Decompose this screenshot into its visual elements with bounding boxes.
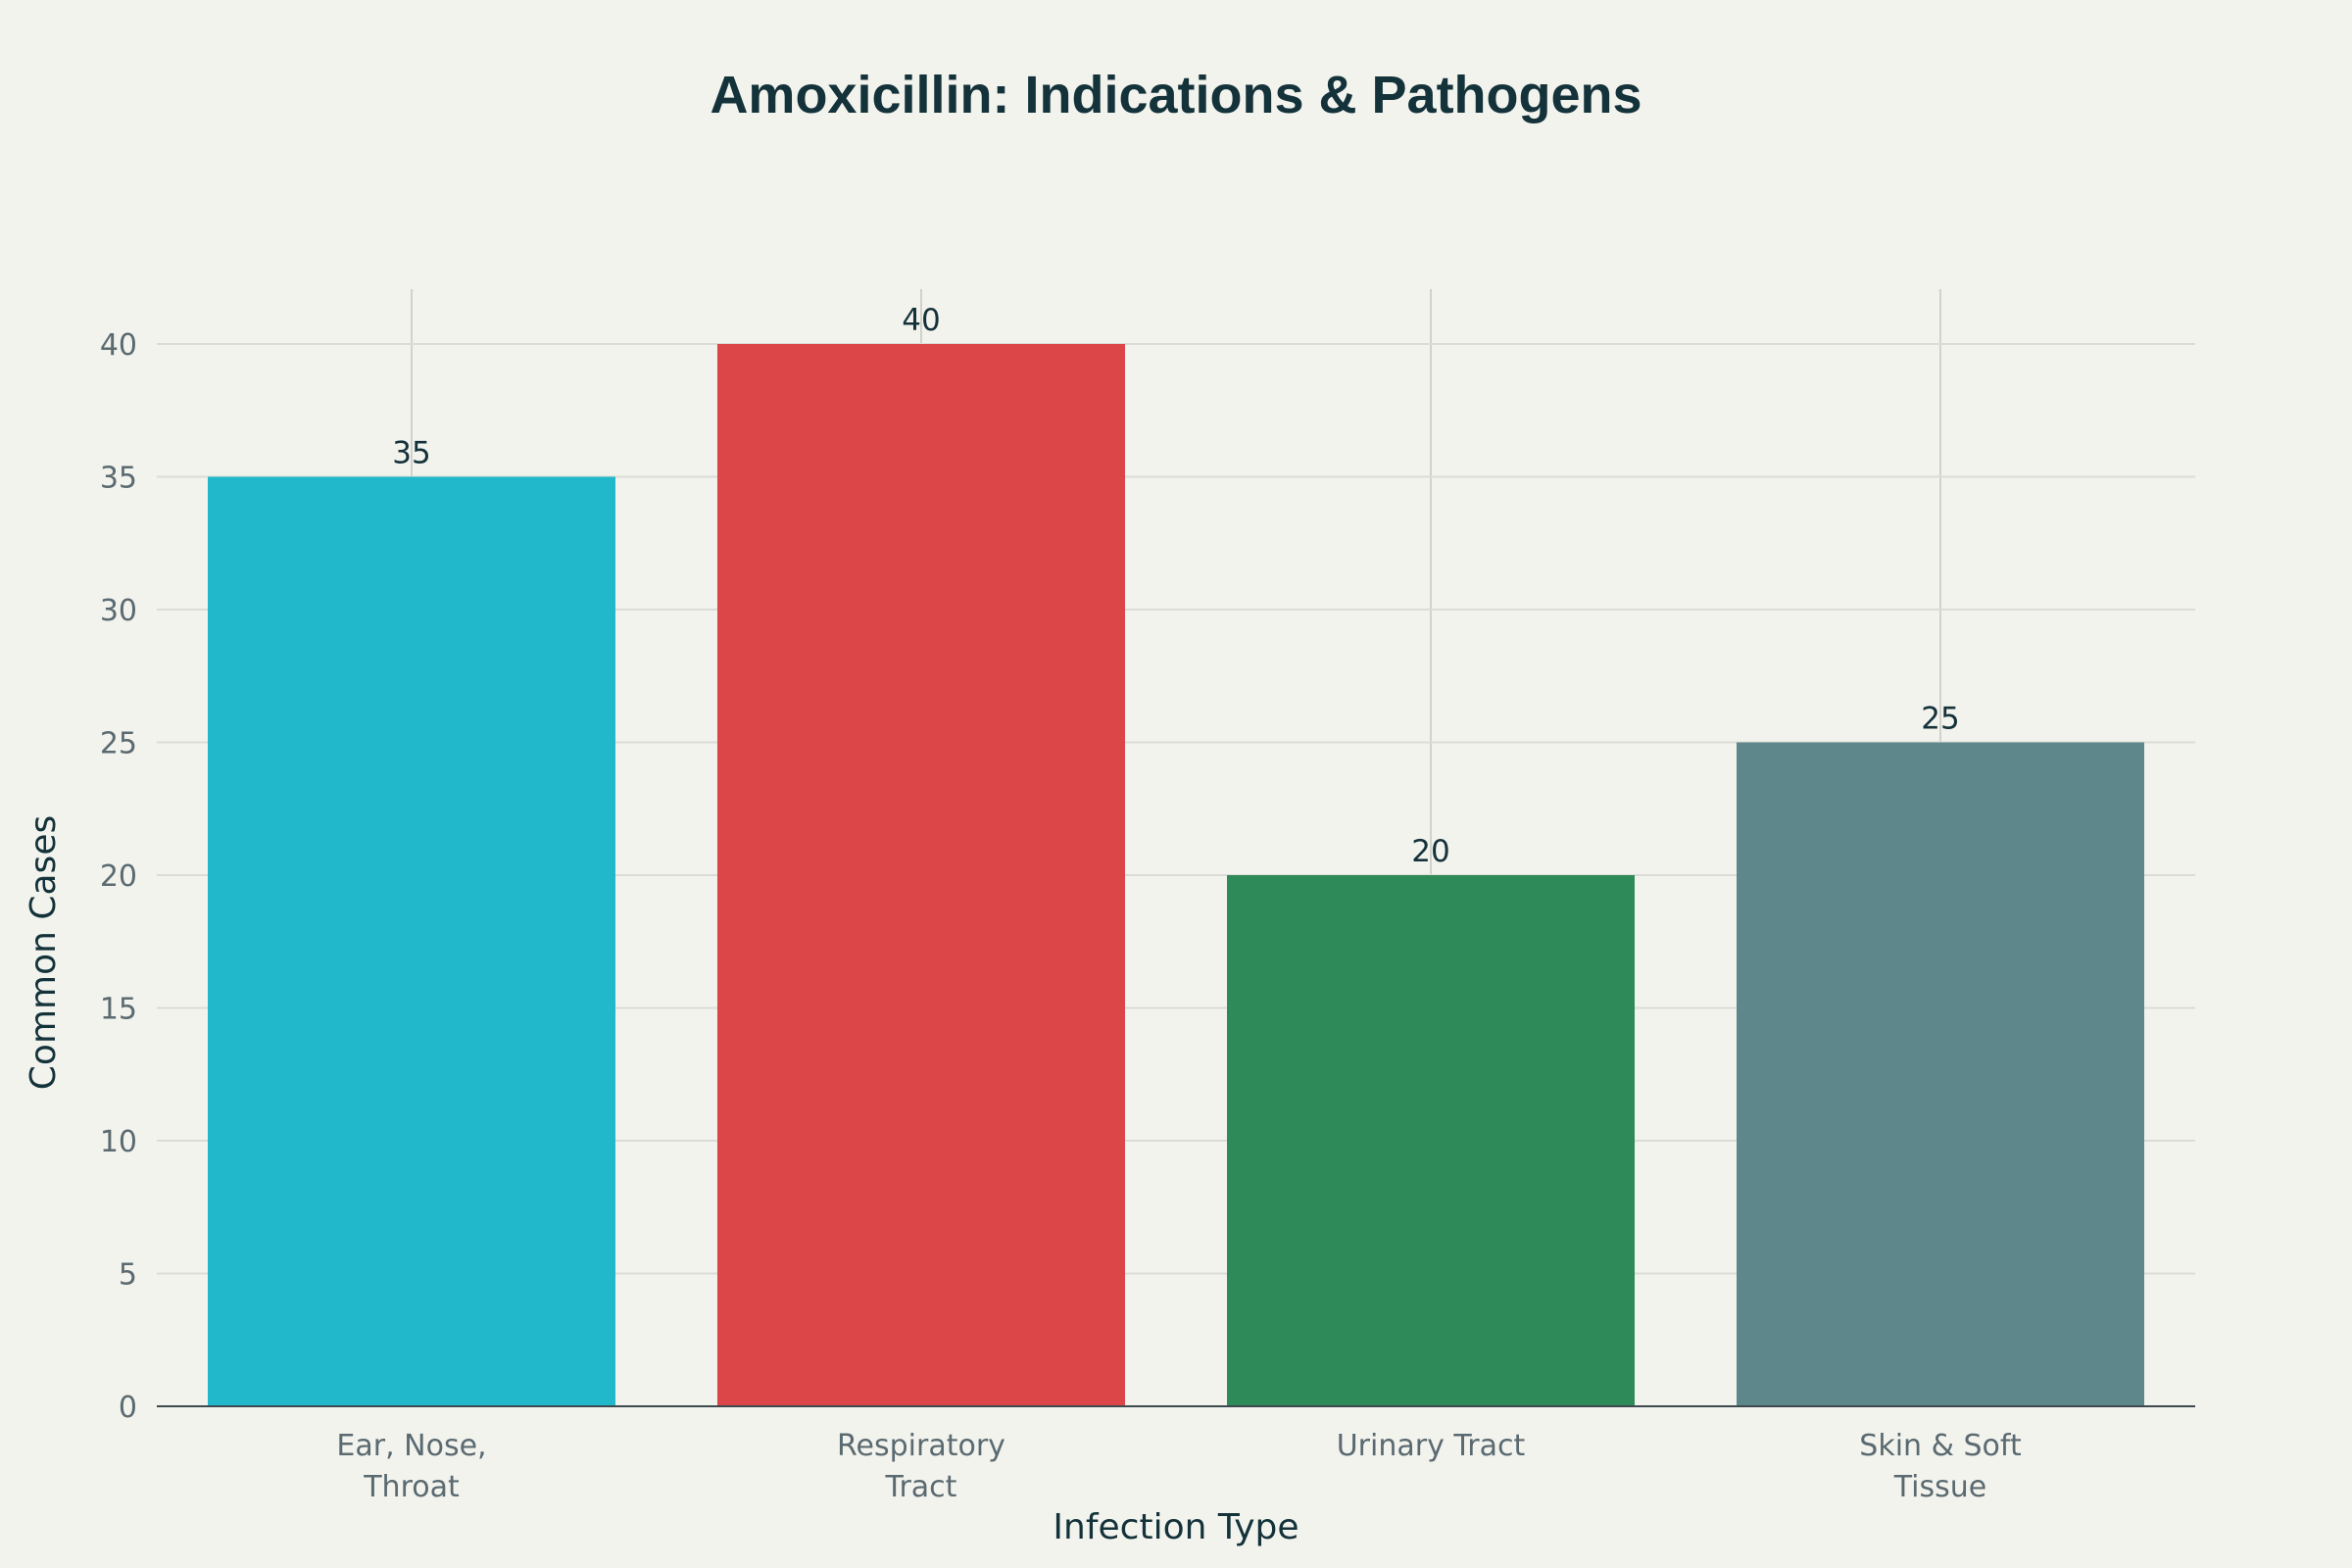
bar-value-label: 35 [392,436,430,471]
x-tick-label-line: Tract [885,1470,957,1504]
x-tick-label: Skin & Soft Tissue [1859,1429,2022,1504]
bar-value-label: 25 [1921,702,1959,737]
y-tick-label: 5 [119,1258,137,1293]
bar-3 [1737,742,2144,1406]
y-tick-label: 40 [100,328,137,363]
y-tick-label: 15 [100,993,137,1027]
y-axis-title: Common Cases [24,815,64,1090]
y-axis-ticks: 0 5 10 15 20 25 30 35 40 [100,328,137,1425]
x-tick-label-line: Throat [363,1470,460,1504]
x-tick-label-line: Ear, Nose, [336,1429,486,1463]
x-tick-label-line: Respiratory [837,1429,1005,1463]
y-tick-label: 0 [119,1391,137,1425]
x-tick-label: Urinary Tract [1337,1429,1526,1463]
chart-title: Amoxicillin: Indications & Pathogens [710,66,1642,124]
y-tick-label: 30 [100,594,137,628]
y-tick-label: 25 [100,727,137,761]
bar-1 [717,344,1125,1406]
y-tick-label: 20 [100,859,137,894]
y-tick-label: 10 [100,1125,137,1159]
data-labels: 35 40 20 25 [392,303,1959,869]
x-tick-label-line: Skin & Soft [1859,1429,2022,1463]
vertical-gridlines [411,289,1941,1406]
bar-value-label: 20 [1411,834,1449,869]
x-tick-label-line: Urinary Tract [1337,1429,1526,1463]
y-tick-label: 35 [100,462,137,496]
x-tick-label: Respiratory Tract [837,1429,1005,1504]
bar-0 [208,476,615,1406]
x-tick-label-line: Tissue [1893,1470,1986,1504]
x-tick-label: Ear, Nose, Throat [336,1429,486,1504]
bar-value-label: 40 [902,303,940,338]
x-axis-title: Infection Type [1053,1507,1298,1547]
x-axis-ticks: Ear, Nose, Throat Respiratory Tract Urinary … [336,1429,2022,1504]
bar-2 [1227,875,1635,1406]
bar-series [208,344,2144,1406]
